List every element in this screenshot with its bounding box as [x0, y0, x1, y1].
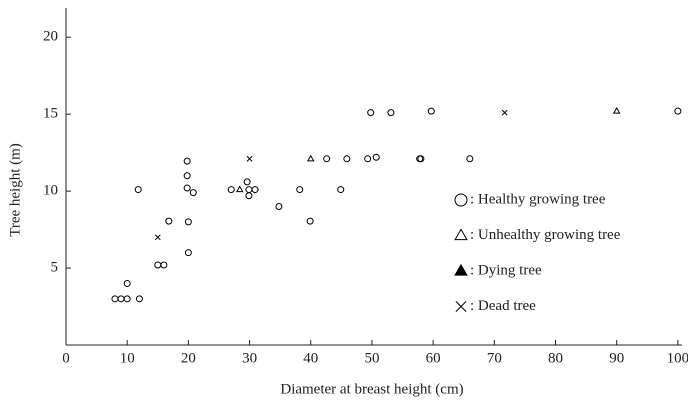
point	[183, 172, 191, 180]
point	[243, 178, 251, 186]
point	[501, 109, 508, 116]
point	[123, 295, 131, 303]
x-tick-label: 60	[426, 350, 441, 366]
legend-label: : Unhealthy growing tree	[470, 227, 621, 243]
point	[246, 155, 253, 162]
x-tick-label: 30	[242, 350, 257, 366]
point	[306, 154, 315, 162]
point	[165, 217, 173, 225]
point	[337, 186, 345, 194]
y-tick-label: 20	[43, 29, 58, 45]
point	[251, 186, 259, 194]
x-axis-label: Diameter at breast height (cm)	[280, 381, 463, 397]
point	[296, 186, 304, 194]
point	[306, 217, 314, 225]
point	[123, 279, 131, 287]
point	[674, 107, 682, 115]
point	[364, 155, 372, 163]
point	[417, 155, 425, 163]
point	[466, 155, 474, 163]
legend-symbol	[454, 228, 468, 241]
legend-label: : Dead tree	[470, 298, 536, 314]
y-tick-label: 5	[51, 259, 59, 275]
x-tick-label: 20	[181, 350, 196, 366]
point	[343, 155, 351, 163]
legend-symbol	[454, 193, 468, 207]
point	[183, 184, 191, 192]
point	[154, 234, 161, 241]
point	[372, 153, 380, 161]
point	[135, 295, 143, 303]
x-tick-label: 100	[667, 350, 688, 366]
point	[184, 218, 192, 226]
x-tick-label: 40	[303, 350, 318, 366]
legend-symbol	[455, 301, 467, 312]
point	[612, 107, 621, 114]
x-tick-label: 90	[609, 350, 624, 366]
point	[154, 261, 162, 269]
legend-symbol	[454, 263, 468, 276]
x-tick-label: 0	[62, 350, 70, 366]
point	[134, 186, 142, 194]
y-tick-label: 10	[43, 183, 58, 199]
point	[189, 189, 197, 197]
x-tick-label: 50	[364, 350, 379, 366]
point	[111, 295, 119, 303]
point	[367, 109, 375, 117]
point	[184, 249, 192, 257]
legend-label: : Healthy growing tree	[470, 191, 606, 207]
point	[245, 192, 253, 200]
x-tick-label: 70	[487, 350, 502, 366]
point	[160, 261, 168, 269]
x-tick-label: 10	[120, 350, 135, 366]
point	[427, 107, 435, 115]
point	[235, 185, 244, 193]
y-axis-label: Tree height (m)	[7, 143, 23, 237]
point	[323, 155, 331, 163]
x-tick-label: 80	[548, 350, 563, 366]
legend-label: : Dying tree	[470, 262, 542, 278]
point	[275, 203, 283, 211]
y-tick-label: 15	[43, 106, 58, 122]
point	[227, 186, 235, 194]
point	[183, 157, 191, 165]
point	[387, 109, 395, 117]
point	[245, 186, 253, 194]
point	[117, 295, 125, 303]
